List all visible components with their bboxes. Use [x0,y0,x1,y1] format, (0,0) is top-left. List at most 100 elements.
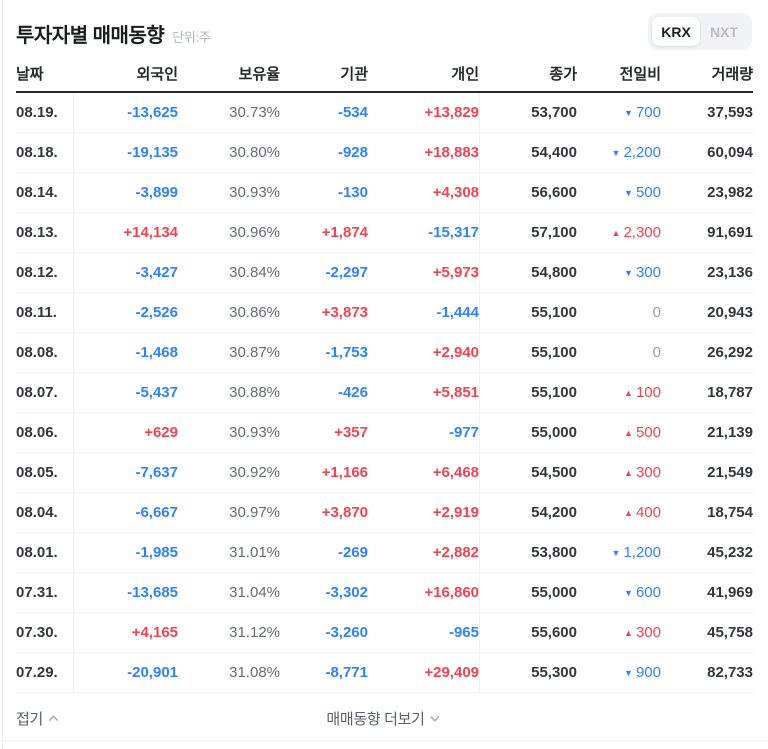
price-change-cell: ▼ 900 [577,664,661,681]
close-price-cell: 56,600 [531,184,577,201]
institution-net-cell: -269 [337,544,368,561]
more-trends-button[interactable]: 매매동향 더보기 [326,693,441,743]
panel-footer: 접기 매매동향 더보기 [0,693,768,743]
close-price-cell: 54,500 [531,464,577,481]
price-change-cell: 0 [577,304,661,321]
price-change-value: 400 [635,504,661,521]
triangle-down-icon: ▼ [611,548,621,558]
collapse-button[interactable]: 접기 [16,693,60,743]
price-change-cell: ▲ 100 [577,384,661,401]
triangle-up-icon: ▲ [624,628,633,638]
table-row: 08.18. -19,135 30.80% -928 +18,883 54,400 ▼ 2,2… [16,133,753,173]
close-price-cell: 55,300 [531,664,577,681]
holding-ratio-cell: 30.88% [229,384,280,401]
tab-krx[interactable]: KRX [652,17,700,46]
table-row: 08.11. -2,526 30.86% +3,873 -1,444 55,100 0 20,… [16,293,753,333]
holding-ratio-cell: 31.04% [229,584,280,601]
price-change-cell: ▲ 500 [577,424,661,441]
foreigner-net-cell: -19,135 [127,144,178,161]
date-cell: 08.06. [16,424,58,441]
column-divider-left [73,93,74,693]
date-cell: 08.18. [16,144,58,161]
holding-ratio-cell: 30.86% [229,304,280,321]
holding-ratio-cell: 30.92% [229,464,280,481]
volume-cell: 18,787 [707,384,753,401]
date-cell: 08.13. [16,224,58,241]
volume-cell: 26,292 [707,344,753,361]
volume-cell: 21,139 [707,424,753,441]
holding-ratio-cell: 30.93% [229,184,280,201]
price-change-cell: ▲ 300 [577,624,661,641]
individual-net-cell: -1,444 [436,304,479,321]
table-row: 08.08. -1,468 30.87% -1,753 +2,940 55,100 0 26,… [16,333,753,373]
volume-cell: 41,969 [707,584,753,601]
date-cell: 08.11. [16,304,57,321]
holding-ratio-cell: 30.87% [229,344,280,361]
individual-net-cell: -15,317 [428,224,479,241]
price-change-value: 700 [635,104,661,121]
triangle-down-icon: ▼ [624,268,633,278]
volume-cell: 91,691 [707,224,753,241]
individual-net-cell: +2,882 [432,544,479,561]
price-change-cell: ▲ 2,300 [577,224,661,241]
individual-net-cell: +5,851 [432,384,479,401]
date-cell: 08.14. [16,184,58,201]
table-row: 07.31. -13,685 31.04% -3,302 +16,860 55,000 ▼ 6… [16,573,753,613]
col-ratio: 보유율 [238,66,280,83]
table-row: 08.05. -7,637 30.92% +1,166 +6,468 54,500 ▲ 300… [16,453,753,493]
foreigner-net-cell: -2,526 [135,304,178,321]
individual-net-cell: +6,468 [432,464,479,481]
date-cell: 08.01. [16,544,58,561]
column-divider-right [479,93,480,693]
individual-net-cell: +18,883 [424,144,479,161]
col-date: 날짜 [16,66,44,83]
col-volume: 거래량 [711,66,753,83]
triangle-down-icon: ▼ [624,188,633,198]
foreigner-net-cell: +14,134 [123,224,178,241]
table-row: 08.07. -5,437 30.88% -426 +5,851 55,100 ▲ 100 18… [16,373,753,413]
holding-ratio-cell: 30.84% [229,264,280,281]
price-change-cell: ▲ 400 [577,504,661,521]
tab-nxt[interactable]: NXT [700,17,748,46]
panel-header: 투자자별 매매동향 단위:주 KRX NXT [0,0,768,56]
close-price-cell: 55,100 [531,304,577,321]
individual-net-cell: +29,409 [424,664,479,681]
table-row: 08.12. -3,427 30.84% -2,297 +5,973 54,800 ▼ 300… [16,253,753,293]
triangle-up-icon: ▲ [624,428,633,438]
individual-net-cell: +16,860 [424,584,479,601]
institution-net-cell: -3,302 [325,584,368,601]
volume-cell: 45,232 [707,544,753,561]
trading-table: 날짜 외국인 보유율 기관 개인 종가 전일비 거래량 08.19. -13,62… [16,56,753,693]
price-change-value: 500 [635,184,661,201]
close-price-cell: 55,000 [531,584,577,601]
triangle-up-icon: ▲ [611,228,621,238]
collapse-label: 접기 [16,710,44,728]
more-trends-label: 매매동향 더보기 [326,710,425,728]
page-title: 투자자별 매매동향 [16,25,165,47]
col-close: 종가 [549,66,577,83]
date-cell: 07.30. [16,624,58,641]
triangle-down-icon: ▼ [624,668,633,678]
individual-net-cell: +2,940 [432,344,479,361]
close-price-cell: 54,800 [531,264,577,281]
foreigner-net-cell: +629 [144,424,178,441]
institution-net-cell: +1,166 [321,464,368,481]
holding-ratio-cell: 30.80% [229,144,280,161]
close-price-cell: 55,100 [531,344,577,361]
holding-ratio-cell: 31.01% [229,544,280,561]
date-cell: 08.05. [16,464,58,481]
institution-net-cell: -1,753 [325,344,368,361]
col-change: 전일비 [619,66,661,83]
date-cell: 08.07. [16,384,58,401]
price-change-cell: ▼ 300 [577,264,661,281]
price-change-value: 2,300 [623,224,661,241]
institution-net-cell: -3,260 [325,624,368,641]
volume-cell: 21,549 [707,464,753,481]
date-cell: 08.04. [16,504,58,521]
close-price-cell: 57,100 [531,224,577,241]
institution-net-cell: -130 [337,184,368,201]
price-change-value: 0 [652,344,661,361]
date-cell: 07.31. [16,584,58,601]
foreigner-net-cell: +4,165 [131,624,178,641]
